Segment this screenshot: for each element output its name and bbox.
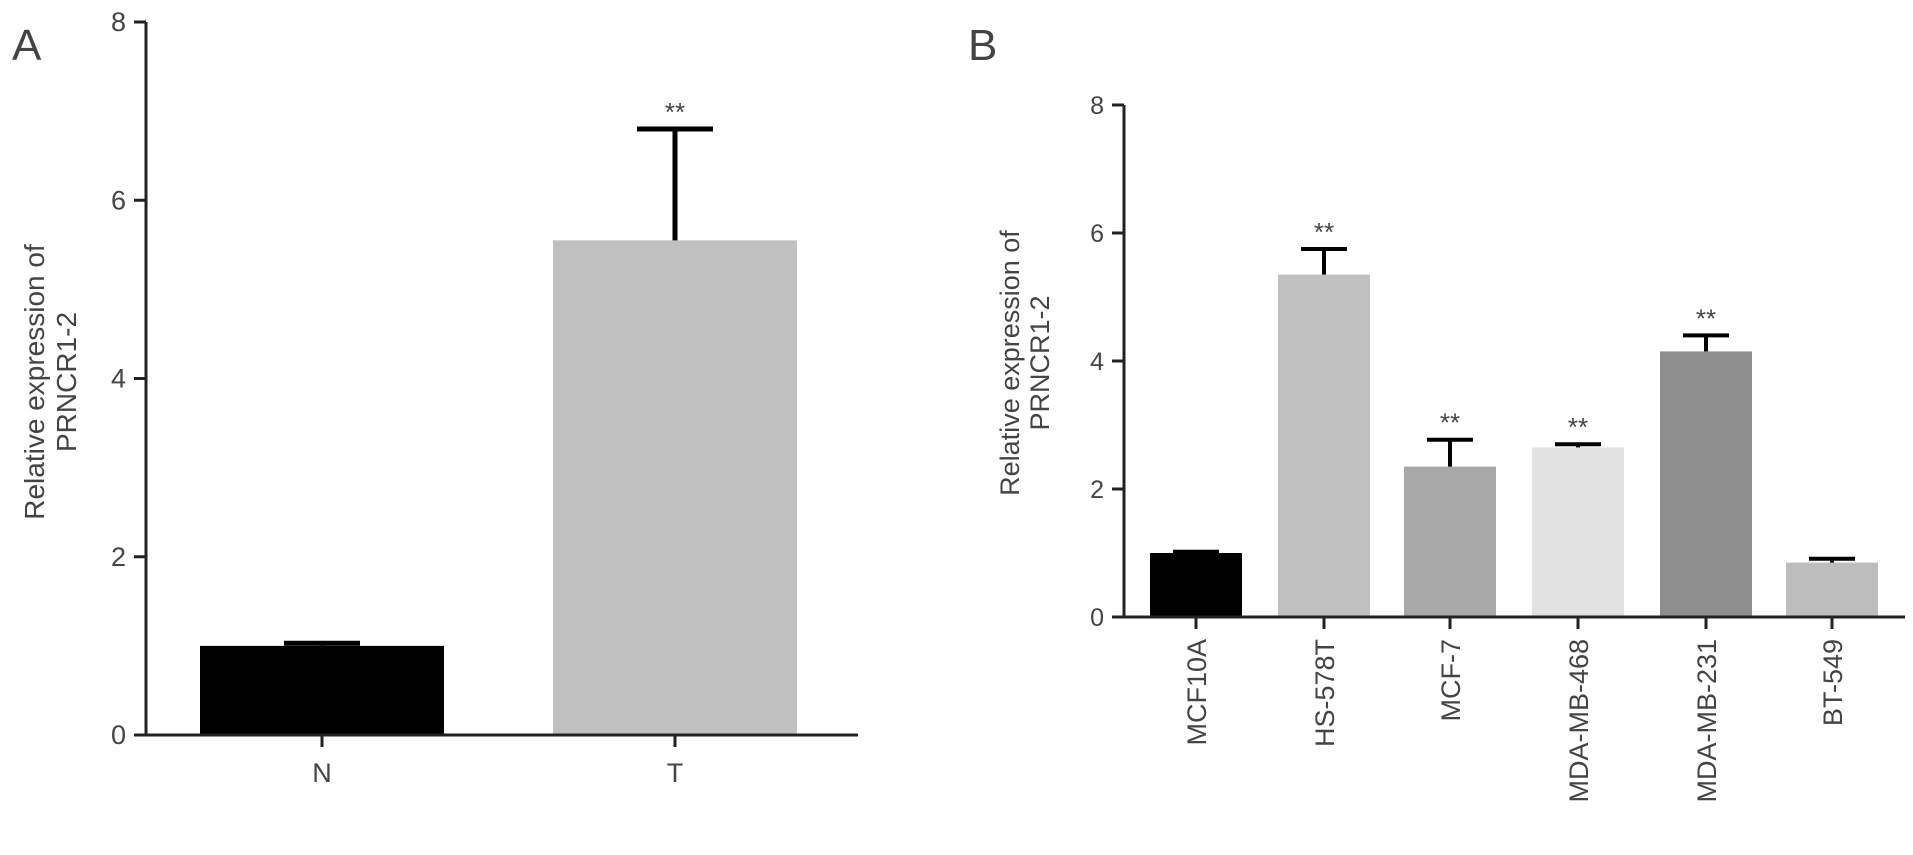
panel-b-x-tick-label: MDA-MB-468 bbox=[1564, 639, 1594, 803]
panel-a-y-tick-label: 4 bbox=[111, 364, 126, 394]
panel-b-chart: B ** ** ** ** 0 2 4 6 8 MCF10A HS-578T MCF-7 MDA-MB-… bbox=[968, 21, 1905, 803]
panel-b-y-tick-label: 2 bbox=[1090, 476, 1104, 504]
panel-b-x-tick-label: BT-549 bbox=[1818, 639, 1848, 726]
panel-b-y-tick-label: 8 bbox=[1090, 92, 1104, 120]
panel-b-bar bbox=[1532, 447, 1624, 617]
panel-b-y-axis-label: PRNCR1-2 bbox=[1025, 295, 1055, 430]
panel-b-x-tick-label: MDA-MB-231 bbox=[1692, 639, 1722, 803]
panel-b-significance-label: ** bbox=[1440, 408, 1460, 438]
panel-b-label: B bbox=[968, 21, 997, 70]
panel-b-y-axis-label: Relative expression of bbox=[995, 230, 1025, 496]
panel-a-y-tick-label: 8 bbox=[111, 7, 126, 37]
panel-b-significance-label: ** bbox=[1568, 412, 1588, 442]
panel-b-bar bbox=[1404, 466, 1496, 617]
panel-a-chart: A ** 0 2 4 6 8 N T Relative expression of PRNCR1-… bbox=[12, 7, 858, 788]
panel-b-bar bbox=[1278, 274, 1370, 617]
panel-b-y-tick-label: 6 bbox=[1090, 220, 1104, 248]
panel-a-y-tick-label: 0 bbox=[111, 720, 126, 750]
panel-a-x-tick-label: N bbox=[312, 758, 332, 788]
panel-a-label: A bbox=[12, 21, 42, 70]
panel-b-significance-label: ** bbox=[1696, 303, 1716, 333]
panel-a-y-axis-label: PRNCR1-2 bbox=[51, 312, 82, 452]
panel-a-bar bbox=[553, 240, 797, 735]
panel-a-y-axis-label: Relative expression of bbox=[19, 244, 50, 520]
panel-a-bar bbox=[200, 645, 444, 735]
panel-a-y-tick-label: 2 bbox=[111, 542, 126, 572]
panel-b-y-tick-label: 0 bbox=[1090, 604, 1104, 632]
panel-b-x-tick-label: HS-578T bbox=[1310, 639, 1340, 747]
panel-b-significance-label: ** bbox=[1314, 217, 1334, 247]
panel-b-x-tick-label: MCF10A bbox=[1182, 639, 1212, 746]
panel-b-bar bbox=[1150, 553, 1242, 617]
panel-a-y-tick-label: 6 bbox=[111, 185, 126, 215]
panel-a-significance-label: ** bbox=[665, 97, 685, 127]
panel-b-bar bbox=[1660, 351, 1752, 617]
panel-b-bar bbox=[1786, 562, 1878, 617]
panel-a-x-tick-label: T bbox=[667, 758, 684, 788]
panel-b-y-tick-label: 4 bbox=[1090, 348, 1104, 376]
panel-b-x-tick-label: MCF-7 bbox=[1436, 639, 1466, 722]
